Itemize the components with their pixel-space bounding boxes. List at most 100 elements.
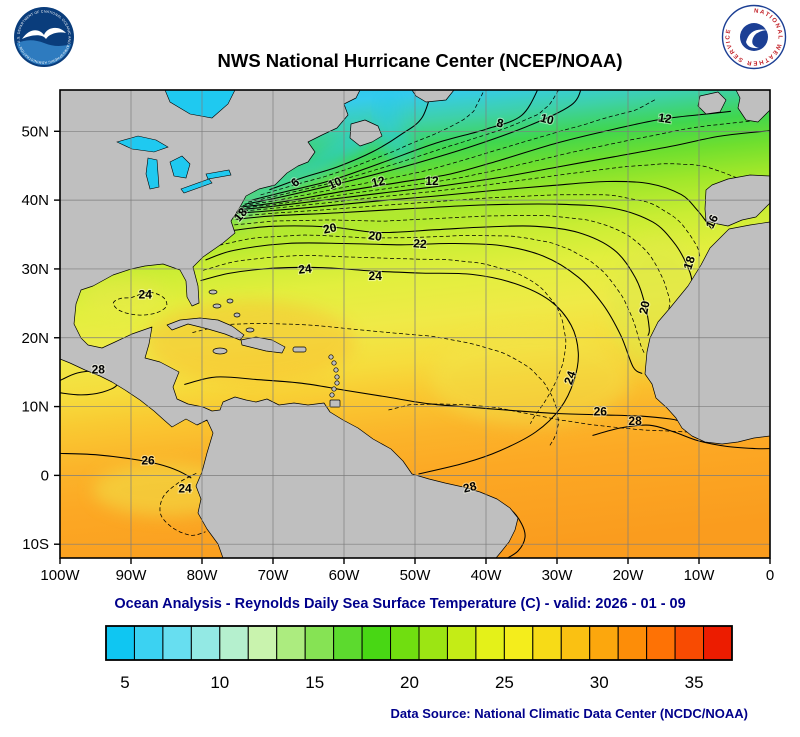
x-axis-tick-label: 40W xyxy=(471,567,503,584)
contour-label: 22 xyxy=(413,236,428,251)
x-axis-tick-label: 60W xyxy=(329,567,361,584)
contour-line-intermediate xyxy=(248,90,559,203)
lake-huron xyxy=(169,155,191,179)
contour-line-intermediate xyxy=(219,234,646,355)
land-masses xyxy=(60,90,770,558)
contour-line-12 xyxy=(240,110,731,208)
labrador-current xyxy=(372,90,420,168)
colorbar-cell xyxy=(219,625,249,661)
bahamas-island xyxy=(233,312,241,318)
contour-label: 20 xyxy=(368,228,383,244)
contour-line-26 xyxy=(60,452,192,479)
y-axis-tick-label: 10N xyxy=(21,399,49,416)
colorbar-cell xyxy=(304,625,335,661)
inland-water xyxy=(116,90,236,194)
antilles-island xyxy=(328,354,334,360)
antilles-island xyxy=(331,360,337,366)
y-axis-tick-label: 50N xyxy=(21,123,49,140)
colorbar-tick-label: 20 xyxy=(400,673,419,692)
lake-superior xyxy=(116,135,169,153)
antilles-island xyxy=(331,386,337,392)
britain xyxy=(735,90,770,123)
contour-line-14 xyxy=(238,130,770,211)
colorbar-cell xyxy=(617,625,648,661)
contour-line-22 xyxy=(205,242,643,374)
x-axis-tick-label: 50W xyxy=(400,567,432,584)
contour-label: 20 xyxy=(322,220,338,237)
bahamas-island xyxy=(226,298,234,304)
colorbar-cells xyxy=(105,625,733,661)
contour-line-8 xyxy=(251,90,539,201)
y-axis-tick-label: 20N xyxy=(21,330,49,347)
antilles-island xyxy=(333,367,339,373)
x-axis-tick-label: 0 xyxy=(766,567,774,584)
tropical-yellow-zone xyxy=(430,330,630,426)
bahamas-island xyxy=(245,327,255,333)
contour-label: 24 xyxy=(561,369,579,387)
gulf-of-mexico-cool xyxy=(80,276,164,314)
contour-label: 20 xyxy=(636,299,653,315)
colorbar-cell xyxy=(674,625,705,661)
jamaica xyxy=(212,347,228,355)
x-axis-tick-label: 10W xyxy=(684,567,716,584)
colorbar-tick-labels: 5 10 15 20 25 30 35 xyxy=(120,673,703,692)
colorbar-cell xyxy=(589,625,619,661)
contour-line-intermediate xyxy=(235,194,701,259)
colorbar-cell xyxy=(105,625,135,661)
hurricane-swirl-icon xyxy=(746,29,767,49)
lake-erie xyxy=(180,178,213,194)
colorbar-frame xyxy=(105,625,733,661)
x-axis-tick-label: 30W xyxy=(542,567,574,584)
x-axis-tick-label: 90W xyxy=(116,567,148,584)
iberia xyxy=(704,174,770,227)
antilles-island xyxy=(334,380,340,386)
contour-label: 28 xyxy=(92,363,106,377)
contour-label: 10 xyxy=(539,111,556,128)
colorbar-cell xyxy=(703,625,733,661)
nws-logo: NATIONAL WEATHER SERVICE xyxy=(721,4,787,70)
graticule-grid xyxy=(60,90,770,558)
y-axis-tick-label: 0 xyxy=(41,467,49,484)
puerto-rico xyxy=(292,346,307,353)
ireland xyxy=(697,91,727,115)
colorbar-cell xyxy=(446,625,477,661)
colorbar-cell xyxy=(162,625,192,661)
colorbar-cell xyxy=(333,625,363,661)
y-axis-tick-label: 30N xyxy=(21,261,49,278)
contour-line-intermediate xyxy=(192,323,559,448)
colorbar-tick-label: 15 xyxy=(305,673,324,692)
contour-line-intermediate xyxy=(260,90,485,196)
contour-label: 28 xyxy=(628,414,642,428)
contour-line-intermediate xyxy=(239,120,752,209)
x-axis-tick-label: 80W xyxy=(187,567,219,584)
contour-label: 24 xyxy=(298,261,313,276)
contour-label: 8 xyxy=(495,116,505,131)
y-axis-tick-label: 10S xyxy=(22,536,49,553)
contour-line-intermediate xyxy=(237,163,742,212)
antilles-island xyxy=(329,392,335,398)
seagull-icon xyxy=(22,27,66,39)
contour-line-16 xyxy=(236,180,713,230)
colorbar-cell xyxy=(532,625,562,661)
contour-label: 26 xyxy=(141,454,155,468)
colorbar-cell xyxy=(560,625,591,661)
contour-line-24 xyxy=(200,266,579,475)
source-credit: Data Source: National Climatic Data Cent… xyxy=(390,706,748,721)
lake-michigan xyxy=(145,157,160,190)
colorbar-cell xyxy=(475,625,505,661)
colorbar-tick-label: 5 xyxy=(120,673,129,692)
contour-line-24 xyxy=(159,472,206,536)
contour-line-20 xyxy=(233,225,650,336)
contour-label: 28 xyxy=(462,479,479,496)
colorbar-tick-label: 30 xyxy=(590,673,609,692)
contour-label: 12 xyxy=(370,173,386,190)
contour-line-intermediate xyxy=(242,98,657,206)
temperature-colorbar: 5 10 15 20 25 30 35 xyxy=(105,625,733,692)
colorbar-cell xyxy=(247,625,278,661)
contour-line-intermediate xyxy=(388,403,726,436)
contour-line-6 xyxy=(269,90,433,191)
gulf-stream-front xyxy=(236,196,430,236)
colorbar-cell xyxy=(646,625,676,661)
contour-label: 24 xyxy=(178,482,192,496)
